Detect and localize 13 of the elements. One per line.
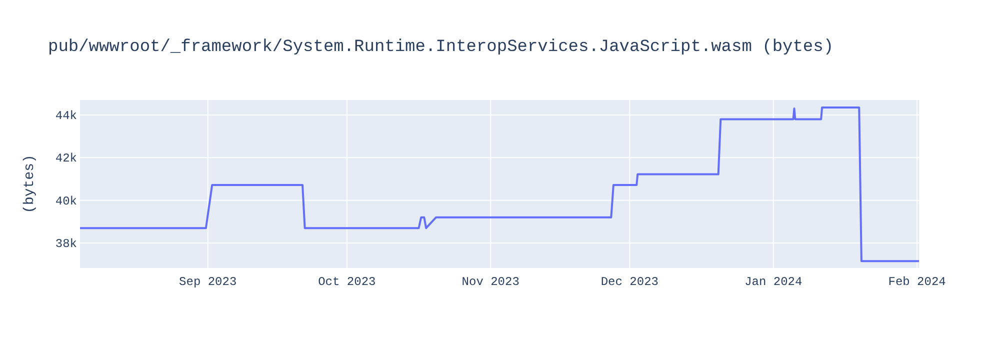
x-tick-label: Feb 2024 [888,275,946,289]
line-series [80,106,919,262]
x-tick-label: Nov 2023 [462,275,520,289]
x-tick-label: Oct 2023 [318,275,376,289]
x-tick-label: Sep 2023 [179,275,237,289]
y-tick-label: 40k [55,194,77,208]
chart-title: pub/wwwroot/_framework/System.Runtime.InteropServices.JavaScript.wasm (bytes) [48,38,834,57]
x-tick-label: Jan 2024 [744,275,802,289]
y-tick-label: 38k [55,237,77,252]
y-axis-title: (bytes) [22,154,38,214]
y-tick-label: 42k [55,152,77,166]
y-tick-label: 44k [55,108,77,123]
x-tick-label: Dec 2023 [600,275,658,289]
